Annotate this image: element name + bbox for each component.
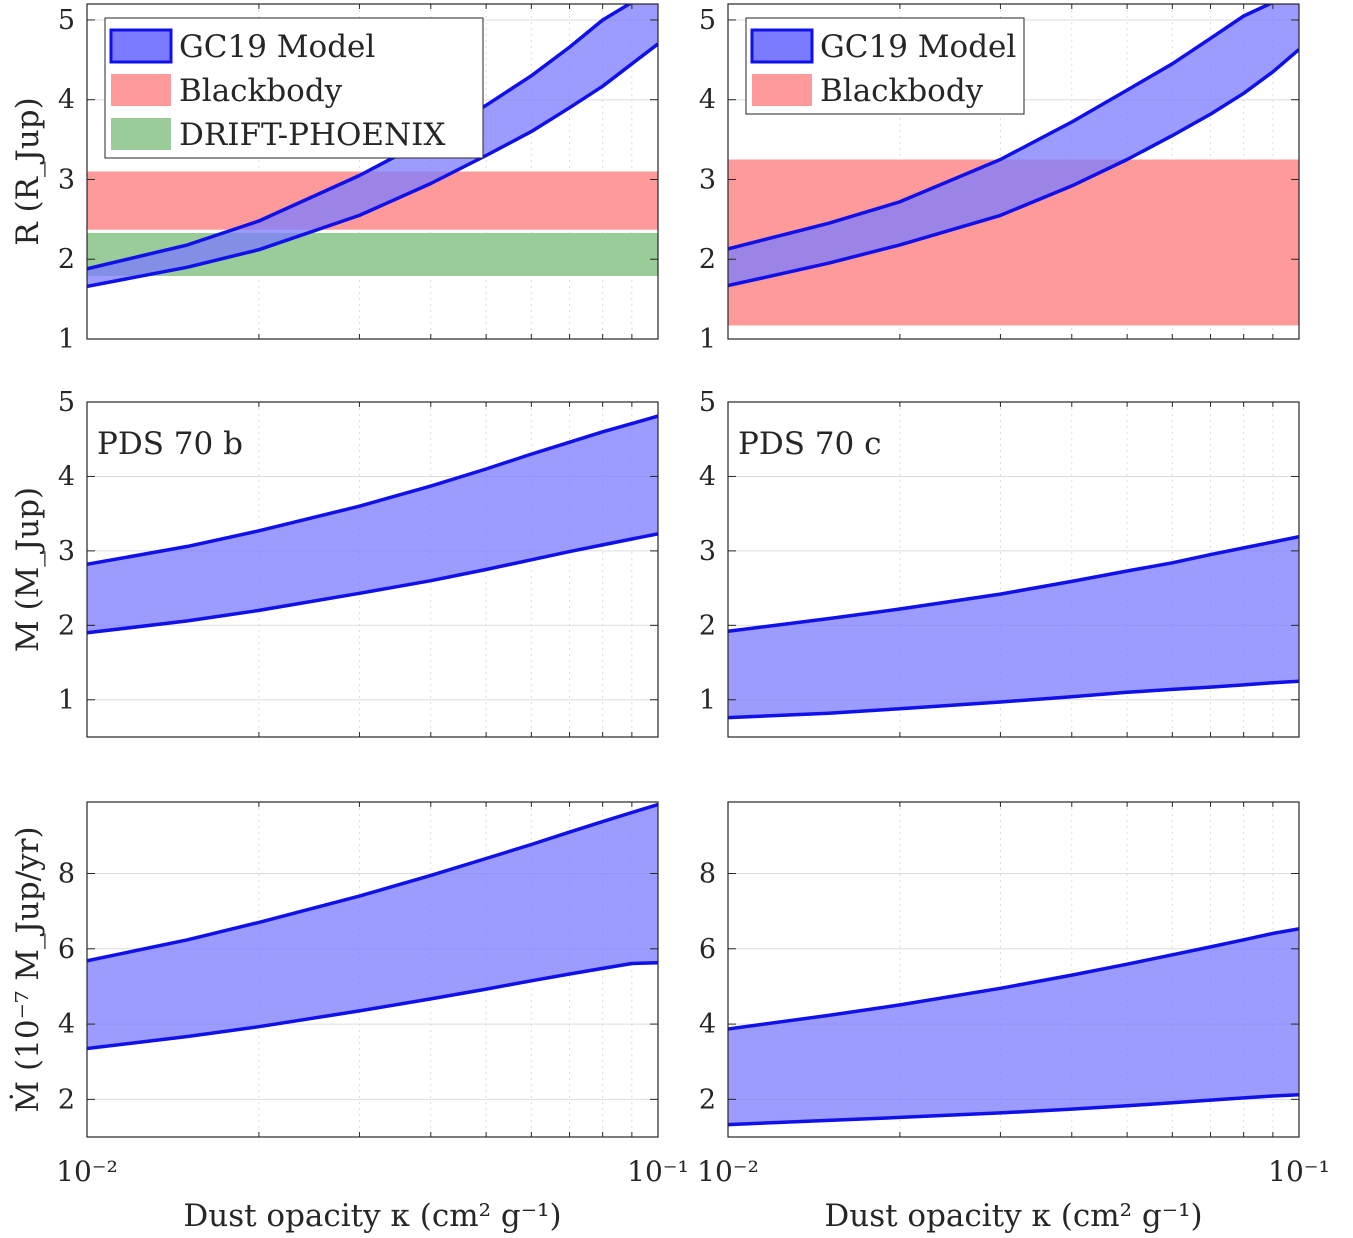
y-tick-label: 5 <box>58 5 75 36</box>
legend-swatch-drift <box>111 118 171 150</box>
model-envelope <box>728 928 1299 1125</box>
model-upper-line <box>728 927 1299 1031</box>
model-lower-line <box>728 48 1299 288</box>
ticks <box>86 4 659 340</box>
y-axis-label: M (M_Jup) <box>10 487 46 652</box>
model-envelope <box>87 416 658 633</box>
model-lower-line <box>728 679 1299 720</box>
y-tick-label: 6 <box>699 934 716 965</box>
plot-data <box>87 414 658 635</box>
legend-swatch-blackbody <box>752 74 812 106</box>
panel-m-c: 1 2 3 4 5 PDS 70 c <box>699 387 1300 738</box>
model-upper-line <box>728 4 1299 251</box>
y-tick-label: 2 <box>58 244 75 275</box>
y-tick-label: 2 <box>699 610 716 641</box>
ticks <box>727 4 1300 340</box>
y-tick-label: 5 <box>699 5 716 36</box>
axes-frame <box>727 3 1300 340</box>
y-tick-label: 2 <box>58 610 75 641</box>
legend: GC19 Model Blackbody <box>745 17 1025 115</box>
y-tick-label: 4 <box>699 461 716 492</box>
ticks <box>727 401 1300 737</box>
x-tick-label: 10⁻¹ <box>1268 1155 1330 1188</box>
model-upper-line <box>728 534 1299 634</box>
x-axis-label: Dust opacity κ (cm² g⁻¹) <box>824 1198 1202 1234</box>
plot-data <box>728 927 1299 1127</box>
y-tick-label: 6 <box>58 934 75 965</box>
ticks <box>86 802 659 1137</box>
axes-frame <box>86 3 659 340</box>
model-lower-line <box>728 1093 1299 1127</box>
y-tick-label: 1 <box>699 324 716 355</box>
y-tick-label: 2 <box>699 244 716 275</box>
y-tick-label: 4 <box>58 461 75 492</box>
model-lower-line <box>87 42 658 289</box>
plot-data <box>87 802 658 1051</box>
ticks <box>727 802 1300 1137</box>
y-tick-label: 4 <box>699 1009 716 1040</box>
legend-label: Blackbody <box>820 73 984 109</box>
panel-r-b: 1 2 3 4 5 R (R_Jup) GC19 Model Blackbody DRIFT-P… <box>10 3 659 355</box>
model-envelope <box>87 4 658 287</box>
axes-frame <box>727 801 1300 1138</box>
y-tick-label: 1 <box>699 685 716 716</box>
y-tick-label: 8 <box>699 859 716 890</box>
y-tick-label: 4 <box>58 85 75 116</box>
panel-r-c: 1 2 3 4 5 GC19 Model Blackbody <box>699 3 1300 355</box>
model-envelope <box>728 536 1299 718</box>
x-axis-label: Dust opacity κ (cm² g⁻¹) <box>183 1198 561 1234</box>
axes-frame <box>86 401 659 738</box>
legend-swatch-model <box>750 28 814 64</box>
axes-frame <box>86 801 659 1138</box>
x-tick-label: 10⁻² <box>56 1155 118 1188</box>
model-lower-line <box>87 960 658 1051</box>
legend-label: GC19 Model <box>179 29 375 65</box>
model-upper-line <box>87 802 658 963</box>
panel-m-b: 1 2 3 4 5 M (M_Jup) PDS 70 b <box>10 387 659 738</box>
y-tick-label: 1 <box>58 324 75 355</box>
y-tick-label: 2 <box>58 1084 75 1115</box>
legend-label: Blackbody <box>179 73 343 109</box>
x-tick-label: 10⁻¹ <box>627 1155 689 1188</box>
y-tick-label: 3 <box>58 536 75 567</box>
x-tick-label: 10⁻² <box>697 1155 759 1188</box>
panel-mdot-b: 2 4 6 8 10⁻² 10⁻¹ Dust opacity κ (cm² g⁻¹) Ṁ (1… <box>8 801 689 1234</box>
y-tick-label: 8 <box>58 859 75 890</box>
y-tick-label: 2 <box>699 1084 716 1115</box>
legend-swatch-model <box>109 28 173 64</box>
y-tick-label: 5 <box>58 387 75 418</box>
y-axis-label: Ṁ (10⁻⁷ M_Jup/yr) <box>8 826 46 1112</box>
plot-data <box>728 534 1299 720</box>
y-tick-label: 3 <box>699 164 716 195</box>
model-envelope <box>87 804 658 1049</box>
planet-annotation: PDS 70 b <box>97 426 243 462</box>
panel-mdot-c: 2 4 6 8 10⁻² 10⁻¹ Dust opacity κ (cm² g⁻¹) <box>697 801 1330 1234</box>
legend-swatch-blackbody <box>111 74 171 106</box>
legend-label: GC19 Model <box>820 29 1016 65</box>
planet-annotation: PDS 70 c <box>738 426 881 462</box>
model-upper-line <box>87 4 658 271</box>
y-axis-label: R (R_Jup) <box>10 97 46 245</box>
y-tick-label: 3 <box>58 164 75 195</box>
y-tick-label: 5 <box>699 387 716 418</box>
y-tick-label: 3 <box>699 536 716 567</box>
model-lower-line <box>87 532 658 635</box>
model-upper-line <box>87 414 658 567</box>
y-tick-label: 1 <box>58 685 75 716</box>
legend-label: DRIFT-PHOENIX <box>179 117 445 153</box>
ticks <box>86 401 659 737</box>
plot-data <box>728 4 1299 326</box>
legend: GC19 Model Blackbody DRIFT-PHOENIX <box>104 17 484 159</box>
plot-data <box>87 4 658 289</box>
y-tick-label: 4 <box>58 1009 75 1040</box>
y-tick-label: 4 <box>699 85 716 116</box>
axes-frame <box>727 401 1300 738</box>
